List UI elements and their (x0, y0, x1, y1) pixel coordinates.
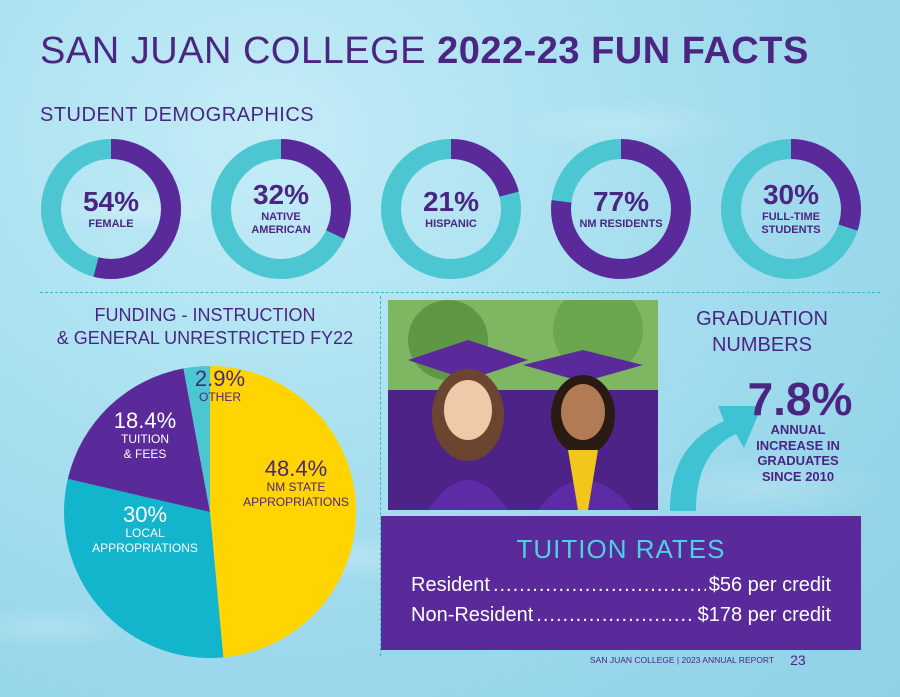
graduation-desc-4: SINCE 2010 (761, 468, 835, 484)
funding-pie-chart (64, 366, 356, 658)
pie-slice-tuition (67, 368, 211, 512)
demographic-ring: 77% NM RESIDENTS (550, 138, 692, 280)
ring-label: NM RESIDENTS (579, 217, 663, 230)
tuition-label-resident: Resident (411, 574, 490, 596)
ring-percent: 30% (762, 179, 820, 211)
graduates-illustration (388, 300, 658, 510)
ring-center: 54% FEMALE (62, 160, 160, 258)
tuition-rates-panel: TUITION RATES Resident .................… (381, 516, 861, 650)
ring-label: HISPANIC (425, 217, 477, 230)
tuition-value-nonresident: $178 per credit (697, 604, 831, 626)
graduation-percent: 7.8% (747, 373, 853, 425)
page-number: 23 (790, 652, 806, 668)
ring-center: 77% NM RESIDENTS (572, 160, 670, 258)
ring-percent: 54% (82, 185, 140, 217)
graduation-desc-3: GRADUATES (757, 453, 839, 469)
ring-graphic (211, 139, 351, 279)
graduation-heading-line2: NUMBERS (711, 334, 812, 356)
graduation-desc-2: INCREASE IN (756, 437, 840, 453)
pie-value-nm-state: 48.4% (264, 456, 328, 481)
ring-graphic (551, 139, 691, 279)
page-title: SAN JUAN COLLEGE 2022-23 FUN FACTS (40, 30, 880, 73)
ring-label: FEMALE (88, 217, 134, 230)
pie-text-local-2: APPROPRIATIONS (92, 541, 198, 555)
demographic-ring: 54% FEMALE (40, 138, 182, 280)
pie-value-local: 30% (122, 502, 168, 527)
dot-leader: ........................................… (536, 604, 694, 626)
ring-graphic (381, 139, 521, 279)
tuition-heading: TUITION RATES (516, 534, 726, 564)
graduation-heading-line1: GRADUATION (696, 308, 828, 330)
pie-text-nm-state-2: APPROPRIATIONS (243, 495, 349, 509)
ring-center: 21% HISPANIC (402, 160, 500, 258)
pie-text-local-1: LOCAL (125, 526, 165, 540)
page-footer: SAN JUAN COLLEGE | 2023 ANNUAL REPORT 23 (590, 652, 870, 668)
funding-heading: FUNDING - INSTRUCTION & GENERAL UNRESTRI… (40, 304, 370, 351)
demographics-row: 54% FEMALE 32% NATIVE AMERICAN 21% HISPANIC 77… (40, 138, 870, 288)
growth-arrow-icon (670, 406, 762, 511)
funding-heading-line1: FUNDING - INSTRUCTION (94, 305, 316, 325)
ring-center: 32% NATIVE AMERICAN (232, 160, 330, 258)
title-regular: SAN JUAN COLLEGE (40, 30, 426, 72)
ring-percent: 32% (252, 179, 310, 211)
graduation-description: ANNUAL INCREASE IN GRADUATES SINCE 2010 (728, 422, 868, 484)
ring-graphic (41, 139, 181, 279)
horizontal-divider (40, 292, 880, 293)
demographic-ring: 21% HISPANIC (380, 138, 522, 280)
graduates-photo (388, 300, 658, 510)
tuition-row-nonresident: Non-Resident ...........................… (411, 604, 831, 627)
dot-leader: ........................................… (492, 574, 706, 596)
pie-text-tuition-2: & FEES (123, 447, 167, 461)
demographic-ring: 32% NATIVE AMERICAN (210, 138, 352, 280)
ring-center: 30% FULL-TIME STUDENTS (742, 160, 840, 258)
pie-text-tuition-1: TUITION (121, 432, 169, 446)
tuition-label-nonresident: Non-Resident (411, 604, 534, 626)
funding-heading-line2: & GENERAL UNRESTRICTED FY22 (56, 328, 354, 349)
footer-text: SAN JUAN COLLEGE | 2023 ANNUAL REPORT (590, 655, 775, 665)
graduation-desc-1: ANNUAL (770, 422, 826, 437)
pie-label-tuition: 18.4% TUITION & FEES (100, 410, 190, 462)
pie-label-local: 30% LOCAL APPROPRIATIONS (80, 504, 210, 556)
ring-percent: 21% (422, 185, 480, 217)
pie-text-nm-state-1: NM STATE (266, 480, 326, 494)
pie-text-other-1: OTHER (199, 390, 241, 404)
pie-value-tuition: 18.4% (113, 408, 177, 433)
demographic-ring: 30% FULL-TIME STUDENTS (720, 138, 862, 280)
pie-slice-nm-state (210, 366, 356, 658)
ring-label: FULL-TIME STUDENTS (761, 211, 821, 236)
pie-slice-local (64, 478, 224, 658)
vertical-divider (380, 296, 381, 656)
graduation-heading: GRADUATION NUMBERS (672, 306, 852, 358)
tuition-row-resident: Resident ...............................… (411, 574, 831, 597)
demographics-heading: STUDENT DEMOGRAPHICS (40, 104, 315, 126)
pie-label-other: 2.9% OTHER (180, 368, 260, 405)
title-bold: 2022-23 FUN FACTS (437, 30, 809, 72)
ring-graphic (721, 139, 861, 279)
pie-value-other: 2.9% (194, 366, 246, 391)
tuition-value-resident: $56 per credit (708, 574, 831, 596)
ring-percent: 77% (592, 185, 650, 217)
pie-label-nm-state: 48.4% NM STATE APPROPRIATIONS (236, 458, 356, 510)
ring-label: NATIVE AMERICAN (251, 211, 311, 236)
pie-slice-other (183, 366, 210, 512)
